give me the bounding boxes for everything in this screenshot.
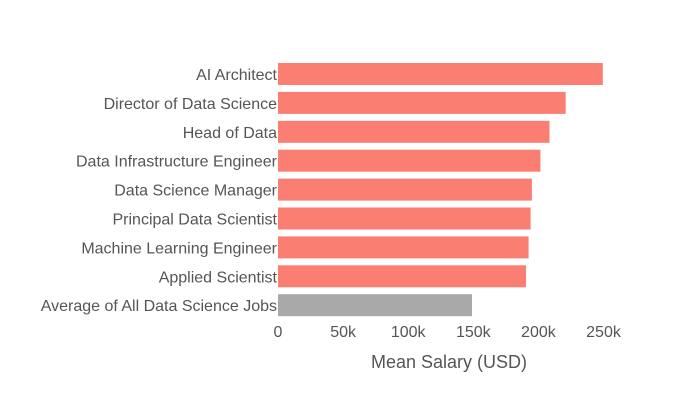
category-label-ai-architect: AI Architect (196, 67, 277, 84)
x-tick-label-250k: 250k (586, 324, 622, 341)
x-ticks-group: 0 50k 100k 150k 200k 250k (274, 324, 622, 341)
bar-machine-learning-engineer (278, 236, 529, 259)
x-tick-label-0: 0 (274, 324, 283, 341)
bar-director-of-data-science (278, 91, 566, 114)
category-label-head-of-data: Head of Data (183, 125, 277, 142)
category-label-average-of-all-data-science-jobs: Average of All Data Science Jobs (41, 298, 277, 315)
category-label-data-infrastructure-engineer: Data Infrastructure Engineer (76, 154, 278, 171)
x-tick-label-100k: 100k (391, 324, 427, 341)
bar-average-of-all-data-science-jobs (278, 294, 472, 317)
category-label-director-of-data-science: Director of Data Science (104, 96, 278, 113)
bar-data-science-manager (278, 178, 532, 201)
x-tick-label-200k: 200k (521, 324, 557, 341)
bar-ai-architect (278, 63, 603, 85)
bar-data-infrastructure-engineer (278, 149, 541, 172)
x-axis-title: Mean Salary (USD) (371, 352, 527, 372)
bar-principal-data-scientist (278, 207, 531, 230)
bar-head-of-data (278, 120, 550, 143)
bars-group (278, 63, 603, 317)
bar-applied-scientist (278, 265, 526, 288)
category-label-principal-data-scientist: Principal Data Scientist (112, 212, 277, 229)
category-label-applied-scientist: Applied Scientist (159, 269, 278, 286)
x-tick-label-150k: 150k (456, 324, 492, 341)
category-labels-group: AI Architect Director of Data Science Head… (41, 67, 278, 315)
category-label-machine-learning-engineer: Machine Learning Engineer (81, 240, 277, 257)
category-label-data-science-manager: Data Science Manager (114, 183, 277, 200)
x-tick-label-50k: 50k (330, 324, 357, 341)
